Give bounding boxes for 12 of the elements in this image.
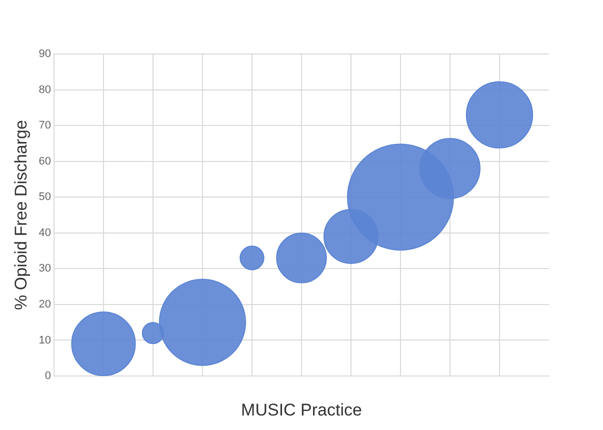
y-tick-label: 50 bbox=[38, 191, 51, 204]
y-tick-label: 60 bbox=[38, 155, 51, 168]
y-tick-label: 40 bbox=[38, 226, 51, 239]
y-tick-label: 0 bbox=[44, 370, 51, 382]
y-tick-label: 20 bbox=[38, 298, 51, 310]
y-tick-label: 90 bbox=[38, 48, 51, 60]
y-tick-label: 80 bbox=[38, 84, 51, 96]
x-axis-title: MUSIC Practice bbox=[241, 400, 362, 420]
y-tick-label: 70 bbox=[38, 120, 51, 132]
y-tick-label: 10 bbox=[38, 334, 51, 346]
y-axis-title: % Opioid Free Discharge bbox=[11, 120, 30, 310]
y-tick-label: 30 bbox=[38, 262, 51, 275]
